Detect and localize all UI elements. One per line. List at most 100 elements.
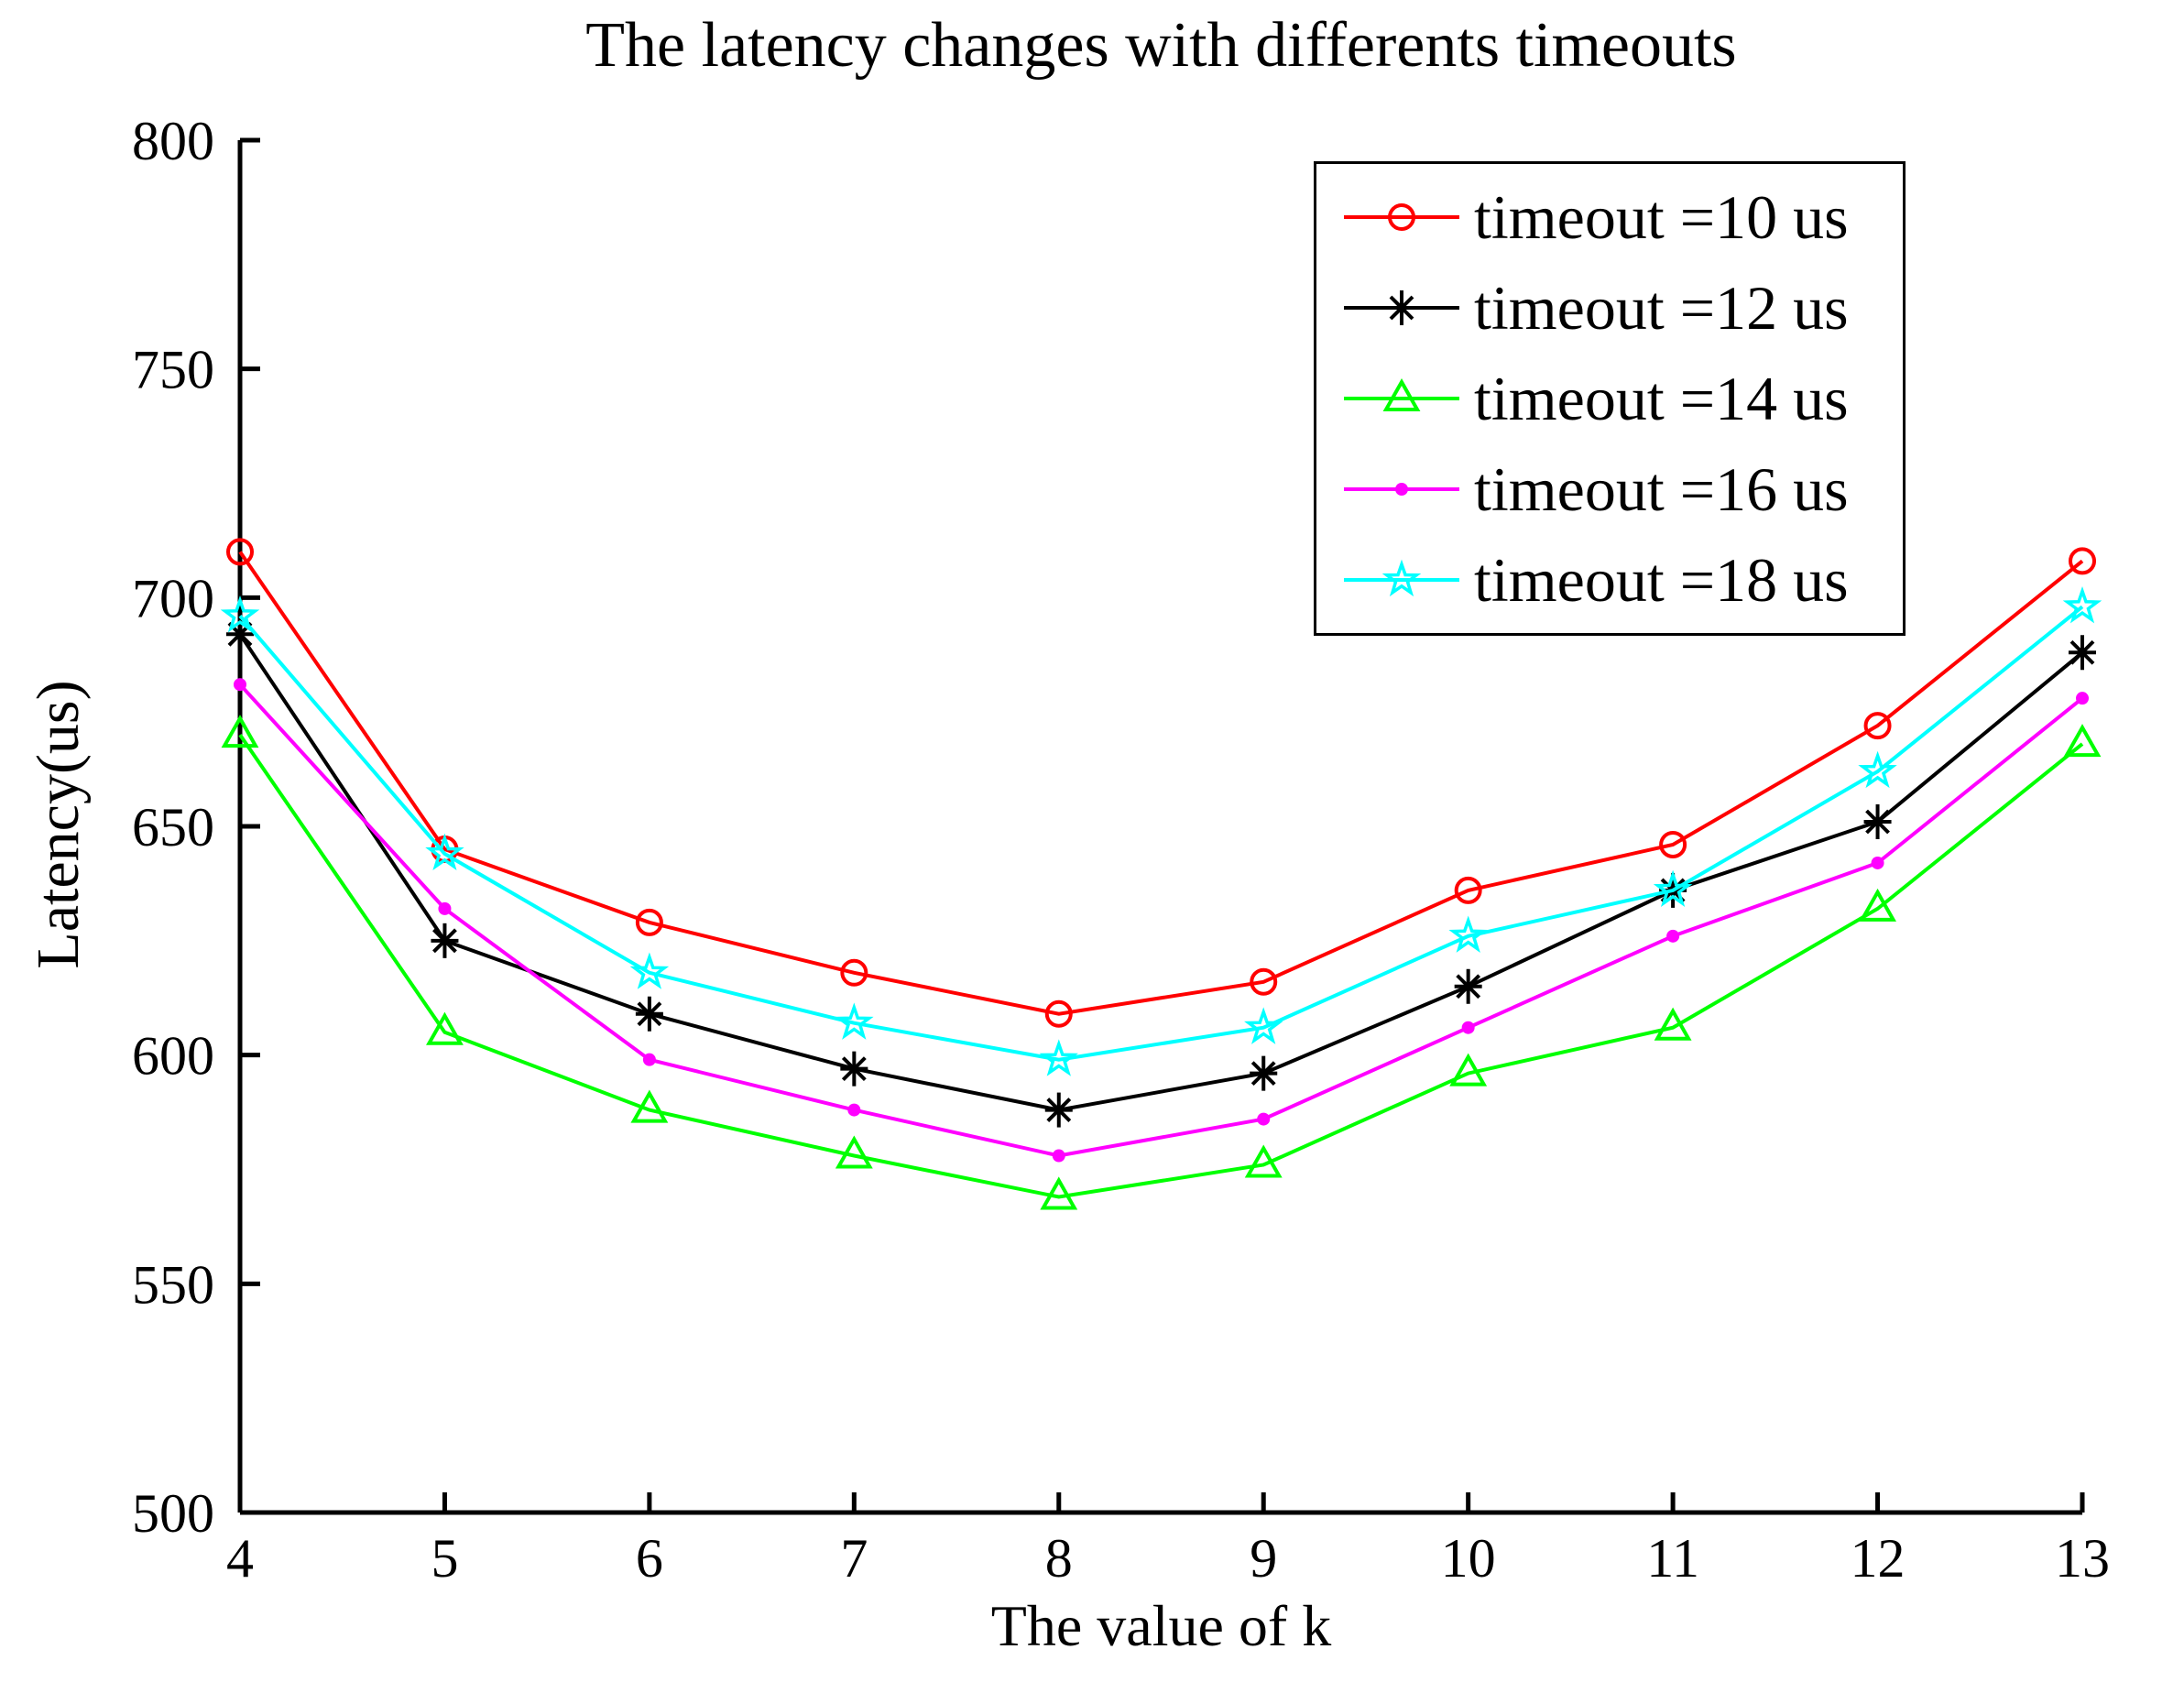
legend-item-label: timeout =10 us [1474, 181, 1849, 252]
triangle-marker-icon [2063, 724, 2102, 758]
asterisk-marker-icon [1250, 1055, 1278, 1091]
legend-item-label: timeout =12 us [1474, 272, 1849, 343]
circle-marker-icon [1863, 712, 1892, 740]
asterisk-marker-icon [840, 1051, 868, 1087]
x-tick-label: 4 [226, 1528, 254, 1589]
legend-item: timeout =12 us [1342, 273, 1897, 343]
circle-marker-icon [2069, 547, 2096, 575]
pentagram-marker-icon [629, 952, 670, 989]
asterisk-marker-icon [635, 996, 663, 1032]
dot-marker-icon [1052, 1149, 1065, 1163]
x-tick-label: 10 [1441, 1528, 1496, 1589]
triangle-marker-icon [1040, 1176, 1078, 1210]
triangle-marker-icon [1382, 377, 1421, 411]
triangle-marker-icon [1244, 1144, 1283, 1178]
dot-marker-icon [2076, 692, 2089, 705]
pentagram-marker-icon [835, 1002, 874, 1040]
x-tick-label: 7 [840, 1528, 868, 1589]
pentagram-marker-icon [1448, 915, 1488, 953]
triangle-marker-icon [835, 1135, 873, 1169]
asterisk-marker-icon [1863, 804, 1892, 840]
circle-marker-icon [1250, 967, 1278, 996]
series-timeout-=12-us [226, 617, 2096, 1128]
x-tick-label: 8 [1045, 1528, 1073, 1589]
x-tick-label: 9 [1250, 1528, 1277, 1589]
dot-marker-icon [1461, 1021, 1475, 1034]
dot-marker-icon [847, 1103, 861, 1117]
pentagram-marker-icon [425, 833, 464, 871]
triangle-marker-icon [426, 1011, 464, 1045]
circle-marker-icon [1044, 999, 1073, 1028]
pentagram-marker-icon [1381, 560, 1422, 597]
legend-item: timeout =10 us [1342, 182, 1897, 252]
asterisk-marker-icon [431, 923, 459, 958]
legend-item: timeout =14 us [1342, 364, 1897, 433]
asterisk-marker-icon [2069, 635, 2096, 671]
dot-marker-icon [1395, 483, 1408, 497]
legend-marker-pentagram-icon [1344, 560, 1459, 597]
legend-item-label: timeout =18 us [1474, 545, 1849, 616]
y-tick-label: 500 [132, 1483, 214, 1544]
y-tick-label: 600 [132, 1026, 214, 1087]
series-line [238, 683, 2084, 1158]
axes: 500 550 600 650 700 750 800 4 5 6 7 8 9 10 11 12 13 [132, 111, 2110, 1589]
legend-item-label: timeout =14 us [1474, 363, 1849, 433]
asterisk-marker-icon [1388, 289, 1415, 325]
pentagram-marker-icon [1858, 750, 1897, 789]
series-line [238, 733, 2084, 1199]
y-tick-label: 800 [132, 111, 214, 171]
triangle-marker-icon [1654, 1007, 1692, 1041]
y-axis-label: Latency(us) [25, 680, 92, 969]
series-timeout-=16-us [234, 678, 2089, 1163]
triangle-marker-icon [1859, 888, 1896, 922]
circle-marker-icon [840, 958, 868, 987]
legend-box: timeout =10 us timeout =12 us timeout =1… [1314, 161, 1906, 636]
legend-item: timeout =16 us [1342, 454, 1897, 524]
x-tick-label: 11 [1646, 1528, 1699, 1589]
asterisk-marker-icon [1454, 968, 1482, 1004]
legend-item: timeout =18 us [1342, 545, 1897, 615]
dot-marker-icon [1257, 1112, 1271, 1126]
x-tick-label: 6 [636, 1528, 663, 1589]
asterisk-marker-icon [1044, 1092, 1073, 1128]
legend-marker-asterisk-icon [1344, 289, 1459, 325]
circle-marker-icon [1388, 202, 1415, 231]
y-tick-label: 650 [132, 797, 214, 857]
pentagram-marker-icon [220, 595, 260, 633]
chart-title: The latency changes with differents time… [585, 10, 1737, 81]
circle-marker-icon [226, 538, 254, 566]
y-tick-label: 700 [132, 568, 214, 628]
circle-marker-icon [1454, 876, 1482, 904]
legend-item-label: timeout =16 us [1474, 454, 1849, 525]
y-tick-label: 750 [132, 340, 214, 400]
dot-marker-icon [234, 678, 246, 692]
x-tick-label: 13 [2055, 1528, 2110, 1589]
triangle-marker-icon [1449, 1053, 1488, 1087]
legend-marker-dot-icon [1344, 483, 1459, 497]
x-axis-label: The value of k [990, 1593, 1332, 1658]
legend-marker-circle-icon [1344, 202, 1459, 231]
series-timeout-=18-us [220, 585, 2102, 1076]
triangle-marker-icon [221, 715, 259, 748]
circle-marker-icon [1659, 830, 1687, 858]
series-line [238, 633, 2084, 1112]
dot-marker-icon [642, 1053, 656, 1066]
pentagram-marker-icon [1653, 869, 1693, 908]
y-tick-label: 550 [132, 1254, 214, 1315]
pentagram-marker-icon [1244, 1007, 1283, 1044]
series-line [238, 605, 2084, 1062]
series-timeout-=14-us [221, 715, 2102, 1210]
dot-marker-icon [438, 901, 452, 915]
triangle-marker-icon [630, 1089, 669, 1123]
circle-marker-icon [635, 908, 663, 936]
x-tick-label: 12 [1851, 1528, 1906, 1589]
series-line [238, 551, 2084, 1016]
dot-marker-icon [1871, 856, 1884, 869]
legend-marker-triangle-icon [1344, 377, 1459, 411]
x-tick-label: 5 [431, 1528, 458, 1589]
pentagram-marker-icon [1039, 1039, 1078, 1076]
dot-marker-icon [1666, 929, 1680, 943]
pentagram-marker-icon [2062, 585, 2102, 624]
